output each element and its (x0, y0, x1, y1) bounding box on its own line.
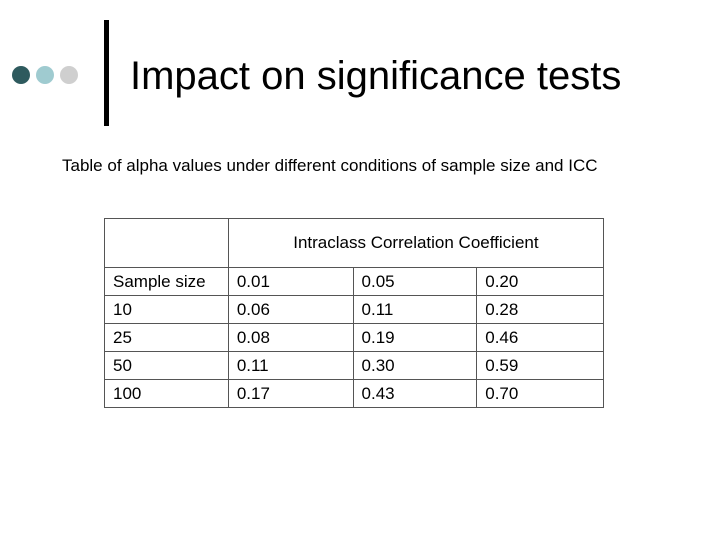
table-cell: 0.30 (352, 351, 478, 380)
column-header: 0.01 (227, 267, 354, 296)
table-cell: 0.28 (476, 295, 604, 324)
icc-group-header: Intraclass Correlation Coefficient (227, 218, 605, 268)
column-header: 0.20 (476, 267, 604, 296)
table-cell: 25 (104, 323, 229, 352)
table-row: 100 0.17 0.43 0.70 (104, 379, 604, 408)
table-row: 25 0.08 0.19 0.46 (104, 323, 604, 352)
empty-corner-cell (104, 218, 229, 268)
column-header: Sample size (104, 267, 229, 296)
column-header: 0.05 (352, 267, 478, 296)
table-cell: 0.11 (352, 295, 478, 324)
table-cell: 0.06 (227, 295, 354, 324)
table-group-header-row: Intraclass Correlation Coefficient (104, 218, 605, 268)
table-row: 10 0.06 0.11 0.28 (104, 295, 604, 324)
table-cell: 0.46 (476, 323, 604, 352)
table-cell: 0.70 (476, 379, 604, 408)
table-cell: 0.19 (352, 323, 478, 352)
table-cell: 50 (104, 351, 229, 380)
table-cell: 10 (104, 295, 229, 324)
title-divider (104, 20, 109, 126)
table-row: 50 0.11 0.30 0.59 (104, 351, 604, 380)
table-cell: 0.11 (227, 351, 354, 380)
table-cell: 0.17 (227, 379, 354, 408)
slide-title: Impact on significance tests (130, 54, 622, 98)
slide-subtitle: Table of alpha values under different co… (62, 156, 598, 175)
light-teal-dot (36, 66, 54, 84)
table-cell: 0.43 (352, 379, 478, 408)
alpha-table: Intraclass Correlation Coefficient Sampl… (104, 218, 605, 408)
table-cell: 0.59 (476, 351, 604, 380)
bullet-dots (12, 66, 78, 84)
table-cell: 0.08 (227, 323, 354, 352)
dark-teal-dot (12, 66, 30, 84)
gray-dot (60, 66, 78, 84)
table-header-row: Sample size 0.01 0.05 0.20 (104, 267, 604, 296)
table-cell: 100 (104, 379, 229, 408)
